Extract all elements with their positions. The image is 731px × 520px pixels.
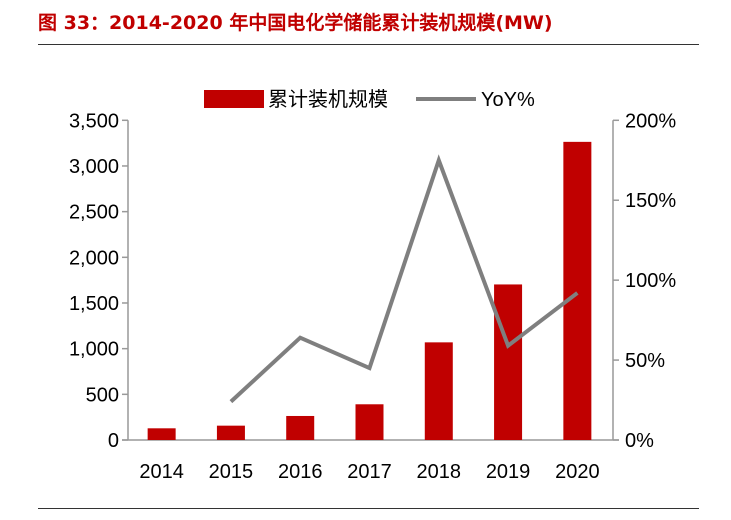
x-tick-label: 2014 <box>139 461 184 483</box>
right-tick-label: 200% <box>625 110 676 132</box>
yoy-line <box>229 154 579 404</box>
left-tick-label: 3,000 <box>69 156 119 178</box>
bar-2015 <box>216 425 245 440</box>
right-tick-label: 50% <box>625 350 665 372</box>
left-tick-label: 3,500 <box>69 110 119 132</box>
left-tick-label: 1,500 <box>69 293 119 315</box>
x-tick-label: 2020 <box>555 461 600 483</box>
bottom-rule <box>38 508 699 509</box>
bar-2020 <box>563 141 592 440</box>
legend-line-label: YoY% <box>481 89 535 111</box>
x-tick-label: 2019 <box>486 461 531 483</box>
legend-bar-label: 累计装机规模 <box>268 87 388 111</box>
legend-bar-swatch <box>204 90 264 108</box>
x-tick-label: 2016 <box>278 461 323 483</box>
right-tick-label: 0% <box>625 430 654 452</box>
right-tick-label: 100% <box>625 270 676 292</box>
x-tick-label: 2018 <box>417 461 462 483</box>
right-tick-label: 150% <box>625 190 676 212</box>
left-tick-label: 500 <box>86 384 119 406</box>
figure-title: 图 33：2014-2020 年中国电化学储能累计装机规模(MW) <box>38 12 553 34</box>
top-rule <box>38 44 699 45</box>
bar-2016 <box>286 415 315 440</box>
x-tick-label: 2017 <box>347 461 392 483</box>
bar-2014 <box>147 428 176 440</box>
left-tick-label: 2,500 <box>69 202 119 224</box>
left-tick-label: 0 <box>108 430 119 452</box>
left-tick-label: 1,000 <box>69 339 119 361</box>
bar-2018 <box>424 342 453 440</box>
bar-2019 <box>494 284 523 440</box>
bar-2017 <box>355 404 384 440</box>
left-tick-label: 2,000 <box>69 247 119 269</box>
x-tick-label: 2015 <box>209 461 254 483</box>
